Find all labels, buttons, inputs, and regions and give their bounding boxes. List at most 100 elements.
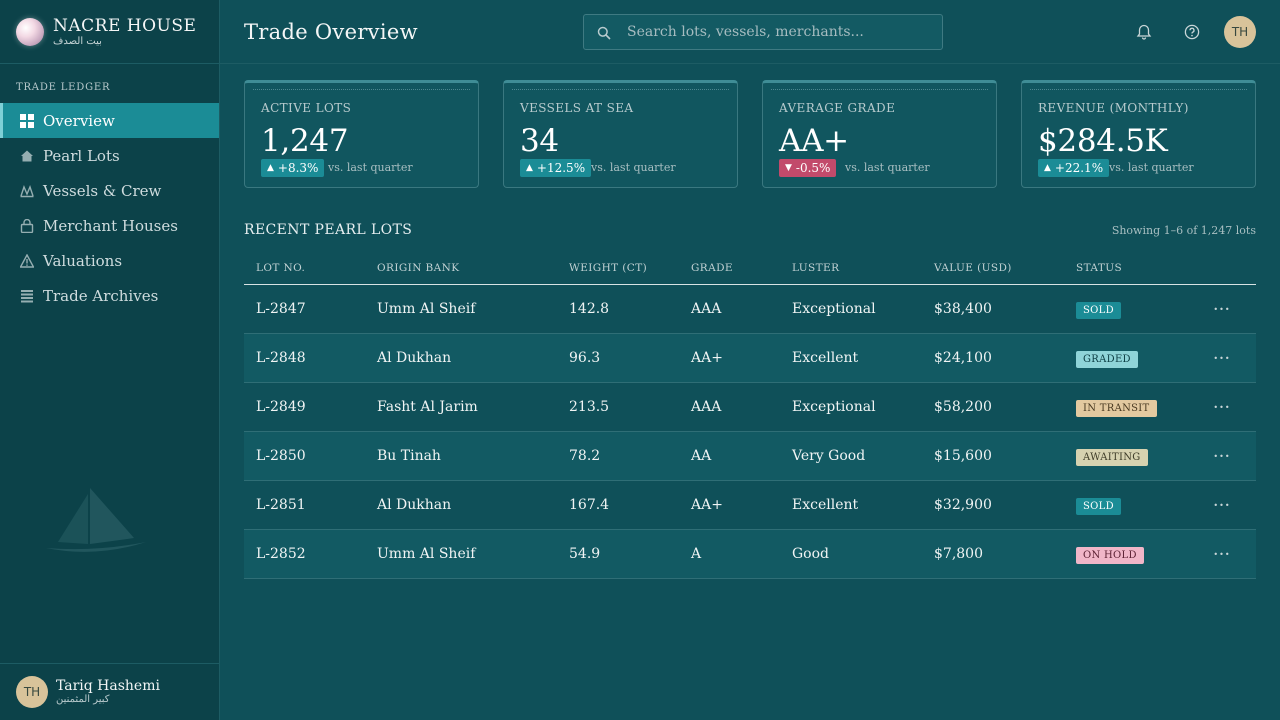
- status-badge: ON HOLD: [1076, 547, 1144, 564]
- table-header: LOT NO. ORIGIN BANK WEIGHT (CT) GRADE LU…: [244, 252, 1256, 285]
- stat-label: REVENUE (MONTHLY): [1038, 101, 1189, 115]
- sidebar-item-trade-archives[interactable]: Trade Archives: [0, 278, 219, 313]
- sidebar-item-pearl-lots[interactable]: Pearl Lots: [0, 138, 219, 173]
- column-header-luster[interactable]: LUSTER: [792, 262, 840, 274]
- cell-grade: AAA: [691, 399, 722, 415]
- search-bar[interactable]: [583, 14, 943, 50]
- arrow-up-icon: ▲: [1044, 163, 1051, 173]
- brand-subtitle: بيت الصدف: [53, 35, 102, 47]
- cell-origin-bank: Fasht Al Jarim: [377, 399, 478, 415]
- cell-grade: AA+: [691, 350, 723, 366]
- cell-luster: Excellent: [792, 497, 859, 513]
- stat-delta-value: +12.5%: [536, 161, 586, 175]
- table-row[interactable]: L-2849 Fasht Al Jarim 213.5 AAA Exceptional $…: [244, 383, 1256, 432]
- stat-note: vs. last quarter: [328, 161, 413, 174]
- cell-value: $58,200: [934, 399, 992, 415]
- table-row[interactable]: L-2848 Al Dukhan 96.3 AA+ Excellent $24,100 GR…: [244, 334, 1256, 383]
- cell-lot-number: L-2852: [256, 546, 306, 562]
- stat-value: 1,247: [261, 123, 349, 159]
- column-header-grade[interactable]: GRADE: [691, 262, 733, 274]
- cell-grade: A: [691, 546, 702, 562]
- stat-card-vessels-at-sea: VESSELS AT SEA 34 ▲ +12.5% vs. last quart…: [503, 80, 738, 188]
- stat-value: AA+: [779, 123, 849, 159]
- cell-grade: AAA: [691, 301, 722, 317]
- cell-origin-bank: Bu Tinah: [377, 448, 441, 464]
- home-icon: [20, 149, 34, 163]
- stat-delta-badge: ▼ -0.5%: [779, 159, 837, 177]
- table-title: RECENT PEARL LOTS: [244, 222, 413, 238]
- cell-weight: 54.9: [569, 546, 601, 562]
- search-input[interactable]: [627, 24, 927, 40]
- row-more-options-icon[interactable]: •••: [1213, 353, 1231, 363]
- row-more-options-icon[interactable]: •••: [1213, 500, 1231, 510]
- column-header-status[interactable]: STATUS: [1076, 262, 1123, 274]
- notifications-bell-icon[interactable]: [1134, 22, 1154, 42]
- cell-origin-bank: Al Dukhan: [377, 497, 452, 513]
- sidebar-nav: Overview Pearl Lots Vessels & Crew Merch…: [0, 103, 219, 313]
- sidebar: NACRE HOUSE بيت الصدف TRADE LEDGER Overv…: [0, 0, 220, 720]
- column-header-origin[interactable]: ORIGIN BANK: [377, 262, 460, 274]
- cell-weight: 167.4: [569, 497, 610, 513]
- cell-origin-bank: Al Dukhan: [377, 350, 452, 366]
- sidebar-item-overview[interactable]: Overview: [0, 103, 219, 138]
- help-icon[interactable]: [1182, 22, 1202, 42]
- stat-delta-value: +22.1%: [1054, 161, 1104, 175]
- header-avatar[interactable]: TH: [1224, 16, 1256, 48]
- nav-section-label: TRADE LEDGER: [16, 82, 111, 93]
- cell-lot-number: L-2849: [256, 399, 306, 415]
- search-icon: [597, 25, 611, 40]
- cell-value: $32,900: [934, 497, 992, 513]
- stat-delta-badge: ▲ +8.3%: [261, 159, 325, 177]
- cell-luster: Good: [792, 546, 830, 562]
- cell-value: $38,400: [934, 301, 992, 317]
- brand[interactable]: NACRE HOUSE بيت الصدف: [0, 0, 219, 64]
- row-more-options-icon[interactable]: •••: [1213, 304, 1231, 314]
- cell-luster: Very Good: [792, 448, 866, 464]
- status-badge: SOLD: [1076, 498, 1121, 515]
- status-badge: IN TRANSIT: [1076, 400, 1157, 417]
- status-badge: GRADED: [1076, 351, 1138, 368]
- stat-label: ACTIVE LOTS: [261, 101, 352, 115]
- cell-lot-number: L-2847: [256, 301, 306, 317]
- table-row[interactable]: L-2852 Umm Al Sheif 54.9 A Good $7,800 ON HOLD…: [244, 530, 1256, 579]
- sidebar-item-valuations[interactable]: Valuations: [0, 243, 219, 278]
- row-more-options-icon[interactable]: •••: [1213, 402, 1231, 412]
- pearl-lots-table: LOT NO. ORIGIN BANK WEIGHT (CT) GRADE LU…: [244, 252, 1256, 579]
- user-role: كبير المثمنين: [56, 694, 110, 705]
- user-profile[interactable]: TH Tariq Hashemi كبير المثمنين: [0, 663, 219, 720]
- cell-weight: 78.2: [569, 448, 601, 464]
- grid-icon: [20, 113, 34, 128]
- cell-value: $24,100: [934, 350, 992, 366]
- stat-label: VESSELS AT SEA: [520, 101, 634, 115]
- stat-delta-value: +8.3%: [277, 161, 319, 175]
- arrow-down-icon: ▼: [785, 163, 792, 173]
- cell-weight: 142.8: [569, 301, 610, 317]
- column-header-value[interactable]: VALUE (USD): [934, 262, 1012, 274]
- stat-note: vs. last quarter: [591, 161, 676, 174]
- cell-value: $7,800: [934, 546, 983, 562]
- cell-origin-bank: Umm Al Sheif: [377, 546, 476, 562]
- row-more-options-icon[interactable]: •••: [1213, 549, 1231, 559]
- table-row[interactable]: L-2847 Umm Al Sheif 142.8 AAA Exceptional $38…: [244, 285, 1256, 334]
- list-icon: [20, 289, 34, 303]
- table-pagination-info: Showing 1–6 of 1,247 lots: [1111, 224, 1256, 237]
- sidebar-item-label: Trade Archives: [43, 286, 159, 305]
- sidebar-item-vessels-crew[interactable]: Vessels & Crew: [0, 173, 219, 208]
- avatar: TH: [16, 676, 48, 708]
- stat-value: $284.5K: [1038, 123, 1168, 159]
- cell-origin-bank: Umm Al Sheif: [377, 301, 476, 317]
- sidebar-item-merchant-houses[interactable]: Merchant Houses: [0, 208, 219, 243]
- sidebar-item-label: Valuations: [43, 251, 123, 270]
- brand-name: NACRE HOUSE: [53, 15, 197, 36]
- table-row[interactable]: L-2851 Al Dukhan 167.4 AA+ Excellent $32,900 S…: [244, 481, 1256, 530]
- status-badge: AWAITING: [1076, 449, 1148, 466]
- row-more-options-icon[interactable]: •••: [1213, 451, 1231, 461]
- status-badge: SOLD: [1076, 302, 1121, 319]
- stat-card-revenue-monthly: REVENUE (MONTHLY) $284.5K ▲ +22.1% vs. la…: [1021, 80, 1256, 188]
- sidebar-item-label: Pearl Lots: [43, 146, 120, 165]
- column-header-weight[interactable]: WEIGHT (CT): [569, 262, 648, 274]
- column-header-lot[interactable]: LOT NO.: [256, 262, 306, 274]
- table-row[interactable]: L-2850 Bu Tinah 78.2 AA Very Good $15,600 AWAI…: [244, 432, 1256, 481]
- cell-weight: 213.5: [569, 399, 610, 415]
- cell-lot-number: L-2850: [256, 448, 306, 464]
